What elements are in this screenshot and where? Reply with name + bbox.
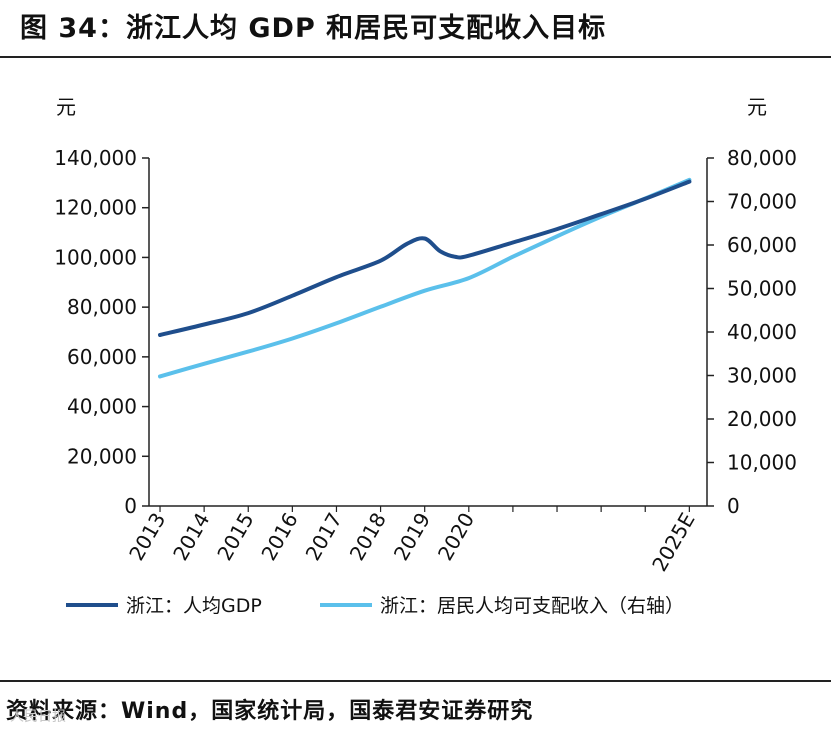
left-tick-label: 40,000	[67, 395, 137, 419]
right-tick-label: 30,000	[727, 364, 797, 388]
series-line-gdp-per-capita	[158, 179, 692, 337]
left-tick-label: 60,000	[67, 345, 137, 369]
left-tick-label: 0	[124, 494, 137, 518]
x-tick-label: 2018	[345, 509, 391, 565]
right-y-axis: 0 10,000 20,000 30,000 40,000 50,000 60,000 70,…	[706, 95, 797, 518]
left-y-axis: 0 20,000 40,000 60,000 80,000 100,000 120,000 1…	[54, 95, 150, 518]
left-axis-unit: 元	[56, 95, 76, 119]
x-tick-label: 2016	[256, 509, 302, 565]
right-tick-label: 80,000	[727, 146, 797, 170]
left-tick-label: 100,000	[54, 245, 137, 269]
x-tick-label: 2015	[212, 509, 258, 565]
x-tick-label: 2020	[433, 509, 479, 565]
x-tick-label: 2025E	[647, 509, 700, 576]
right-tick-label: 40,000	[727, 320, 797, 344]
right-tick-label: 70,000	[727, 190, 797, 214]
bottom-rule	[0, 680, 831, 682]
dual-axis-line-chart: 0 20,000 40,000 60,000 80,000 100,000 120,000 1…	[54, 95, 797, 617]
right-axis-unit: 元	[747, 95, 767, 119]
right-tick-label: 60,000	[727, 233, 797, 257]
x-tick-label: 2019	[389, 509, 435, 565]
left-tick-label: 120,000	[54, 196, 137, 220]
right-tick-label: 10,000	[727, 451, 797, 475]
left-tick-label: 80,000	[67, 295, 137, 319]
right-tick-label: 0	[727, 494, 740, 518]
right-tick-label: 20,000	[727, 407, 797, 431]
left-tick-label: 140,000	[54, 146, 137, 170]
right-tick-label: 50,000	[727, 277, 797, 301]
figure-title: 图 34：浙江人均 GDP 和居民可支配收入目标	[20, 13, 607, 44]
x-tick-label: 2014	[168, 509, 214, 565]
top-rule	[0, 56, 831, 58]
left-tick-label: 20,000	[67, 444, 137, 468]
series-layer	[158, 177, 692, 379]
watermark: 人民日报	[10, 709, 66, 725]
legend-label: 浙江：人均GDP	[126, 595, 262, 617]
series-line-disposable-income	[158, 177, 692, 379]
legend: 浙江：人均GDP 浙江：居民人均可支配收入（右轴）	[66, 595, 684, 617]
source-note: 资料来源：Wind，国家统计局，国泰君安证券研究	[6, 699, 534, 724]
legend-label: 浙江：居民人均可支配收入（右轴）	[380, 595, 684, 617]
x-tick-label: 2017	[301, 509, 347, 565]
